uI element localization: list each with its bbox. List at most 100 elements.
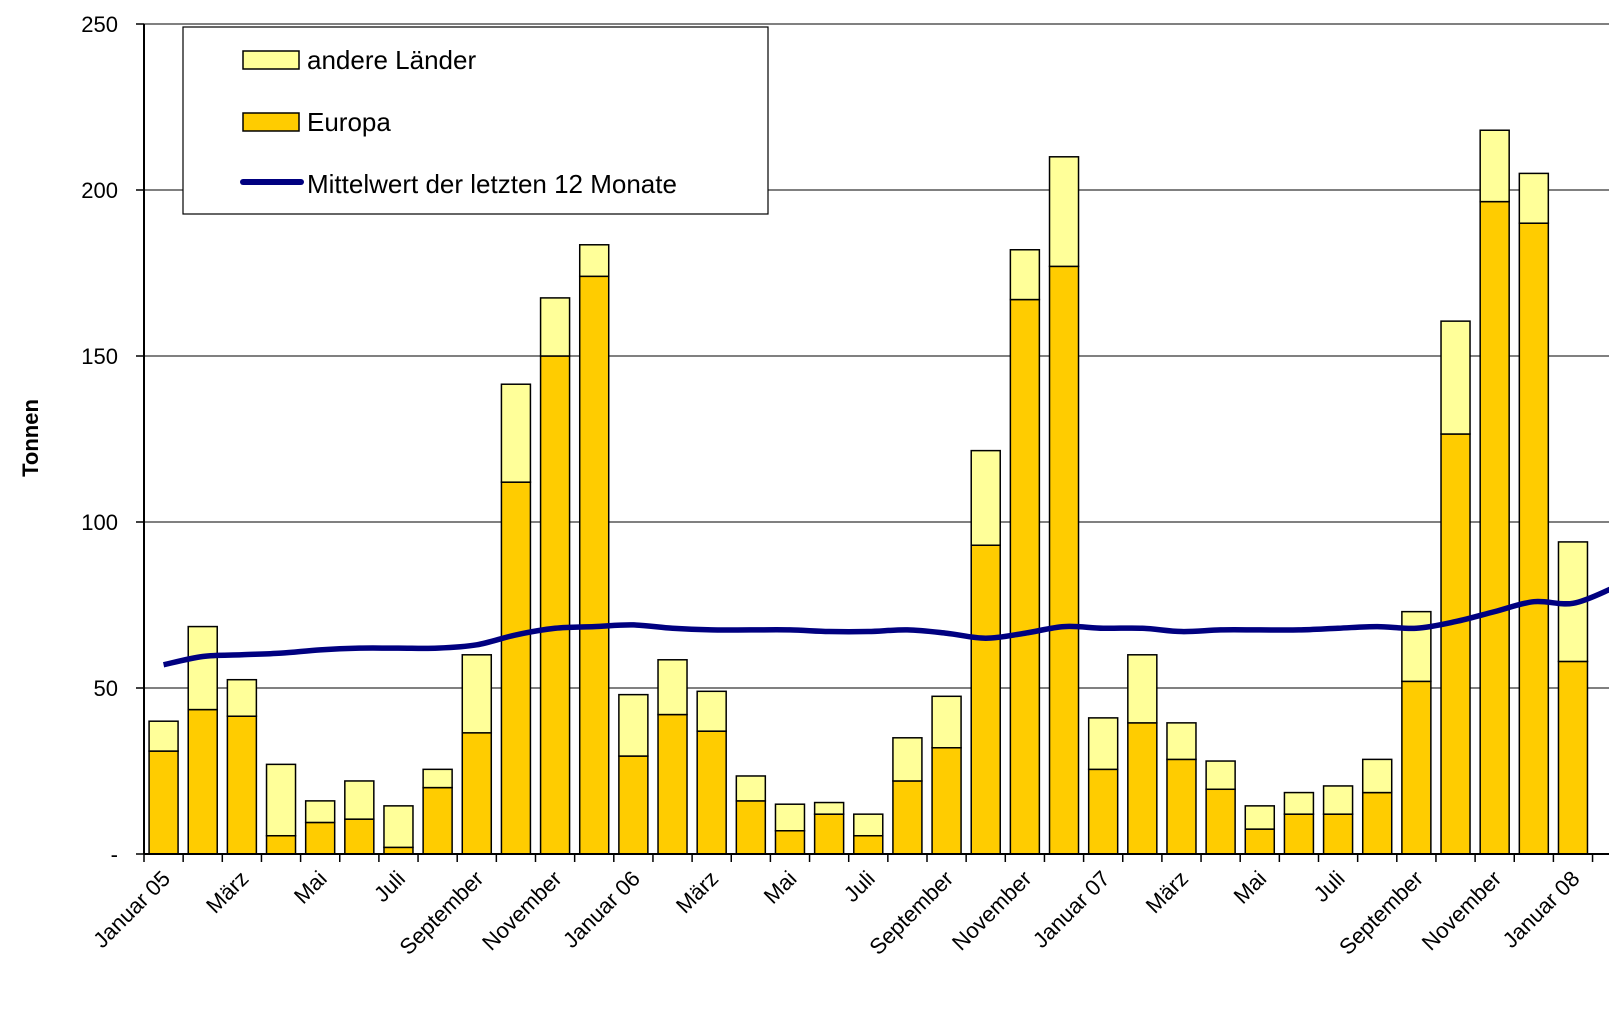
bar-andere-laender bbox=[1322, 785, 1354, 815]
bar-andere-laender bbox=[696, 690, 727, 732]
bar-andere-laender bbox=[892, 737, 923, 782]
legend-label-mittelwert: Mittelwert der letzten 12 Monate bbox=[307, 169, 677, 199]
bar-andere-laender bbox=[500, 383, 532, 483]
x-tick-label: Januar 08 bbox=[1498, 866, 1585, 953]
bar-andere-laender bbox=[187, 625, 218, 711]
bar-europa bbox=[931, 747, 962, 855]
bar-europa bbox=[1557, 660, 1589, 855]
bar-andere-laender bbox=[657, 659, 688, 716]
bar-europa bbox=[1087, 768, 1119, 855]
bar-europa bbox=[1440, 433, 1471, 855]
x-tick-label: Januar 05 bbox=[88, 866, 175, 953]
bar-europa bbox=[304, 821, 336, 855]
bar-europa bbox=[1518, 222, 1550, 855]
x-tick-label: November bbox=[947, 866, 1036, 955]
bar-andere-laender bbox=[1087, 717, 1119, 771]
bar-europa bbox=[735, 800, 767, 855]
bar-andere-laender bbox=[1401, 610, 1432, 683]
bar-andere-laender bbox=[344, 780, 375, 820]
bar-europa bbox=[1127, 722, 1158, 855]
bar-europa bbox=[1361, 791, 1393, 855]
bar-andere-laender bbox=[735, 775, 767, 802]
bar-europa bbox=[813, 813, 845, 855]
bar-europa bbox=[422, 786, 453, 855]
bar-andere-laender bbox=[774, 803, 806, 832]
y-tick-label: 50 bbox=[94, 676, 118, 701]
bar-andere-laender bbox=[1479, 129, 1510, 203]
x-tick-label: Januar 06 bbox=[558, 866, 645, 953]
axes-layer bbox=[136, 23, 1609, 862]
x-tick-label: Juli bbox=[1309, 866, 1350, 907]
bar-europa bbox=[1166, 758, 1197, 855]
x-tick-label: Mai bbox=[759, 866, 802, 909]
y-tick-label: 100 bbox=[81, 510, 118, 535]
bar-europa bbox=[1479, 200, 1510, 855]
bar-europa bbox=[578, 275, 610, 855]
x-tick-label: September bbox=[1334, 866, 1428, 960]
x-tick-label: September bbox=[395, 866, 489, 960]
bar-europa bbox=[618, 755, 649, 855]
x-tick-label: September bbox=[864, 866, 958, 960]
y-tick-label: 250 bbox=[81, 12, 118, 37]
bar-europa bbox=[1205, 788, 1236, 855]
x-tick-label: Januar 07 bbox=[1028, 866, 1115, 953]
legend-swatch-europa bbox=[242, 112, 300, 132]
bar-andere-laender bbox=[1205, 760, 1236, 791]
y-tick-label: 200 bbox=[81, 178, 118, 203]
bar-andere-laender bbox=[1518, 172, 1550, 224]
bar-europa bbox=[1283, 813, 1315, 855]
bar-europa bbox=[853, 834, 884, 855]
bar-europa bbox=[1009, 298, 1041, 855]
x-tick-label: März bbox=[671, 866, 723, 918]
bar-andere-laender bbox=[304, 800, 336, 824]
bar-europa bbox=[1322, 813, 1354, 855]
bar-andere-laender bbox=[970, 449, 1001, 546]
legend-label-europa: Europa bbox=[307, 107, 391, 137]
bar-andere-laender bbox=[1361, 758, 1393, 794]
bar-europa bbox=[696, 730, 727, 855]
bars-layer bbox=[148, 129, 1589, 855]
legend: andere Länder Europa Mittelwert der letz… bbox=[182, 26, 769, 215]
y-axis-label: Tonnen bbox=[18, 399, 43, 477]
line-mittelwert bbox=[162, 586, 1609, 668]
bar-andere-laender bbox=[1283, 791, 1315, 815]
bar-andere-laender bbox=[226, 678, 258, 717]
bar-andere-laender bbox=[1048, 156, 1080, 268]
bar-europa bbox=[265, 834, 297, 855]
bar-europa bbox=[1244, 828, 1276, 855]
bar-andere-laender bbox=[931, 695, 962, 749]
x-tick-label: März bbox=[1141, 866, 1193, 918]
bar-europa bbox=[1401, 680, 1432, 855]
legend-label-andere-laender: andere Länder bbox=[307, 45, 476, 75]
bar-andere-laender bbox=[422, 768, 453, 789]
bar-europa bbox=[148, 750, 179, 855]
bar-andere-laender bbox=[813, 801, 845, 815]
bar-europa bbox=[500, 481, 532, 855]
x-tick-label: März bbox=[201, 866, 253, 918]
x-tick-label: November bbox=[1417, 866, 1506, 955]
bar-andere-laender bbox=[1440, 320, 1471, 435]
bar-europa bbox=[344, 818, 375, 855]
y-tick-label: 150 bbox=[81, 344, 118, 369]
bar-andere-laender bbox=[1009, 249, 1041, 301]
bar-andere-laender bbox=[539, 297, 571, 357]
bar-europa bbox=[1048, 265, 1080, 855]
bar-andere-laender bbox=[1244, 805, 1276, 830]
bar-europa bbox=[892, 780, 923, 855]
bar-andere-laender bbox=[148, 720, 179, 752]
bar-andere-laender bbox=[853, 813, 884, 837]
bar-europa bbox=[187, 708, 218, 855]
y-tick-label: - bbox=[111, 842, 118, 867]
legend-swatch-andere-laender bbox=[242, 50, 300, 70]
bar-andere-laender bbox=[618, 693, 649, 757]
bar-andere-laender bbox=[1127, 654, 1158, 724]
bar-europa bbox=[461, 732, 493, 855]
x-tick-label: Mai bbox=[1229, 866, 1272, 909]
bar-europa bbox=[657, 713, 688, 855]
bar-europa bbox=[539, 355, 571, 855]
x-tick-label: Mai bbox=[289, 866, 332, 909]
bar-andere-laender bbox=[461, 654, 493, 734]
line-layer bbox=[162, 586, 1609, 668]
bar-europa bbox=[226, 715, 258, 855]
